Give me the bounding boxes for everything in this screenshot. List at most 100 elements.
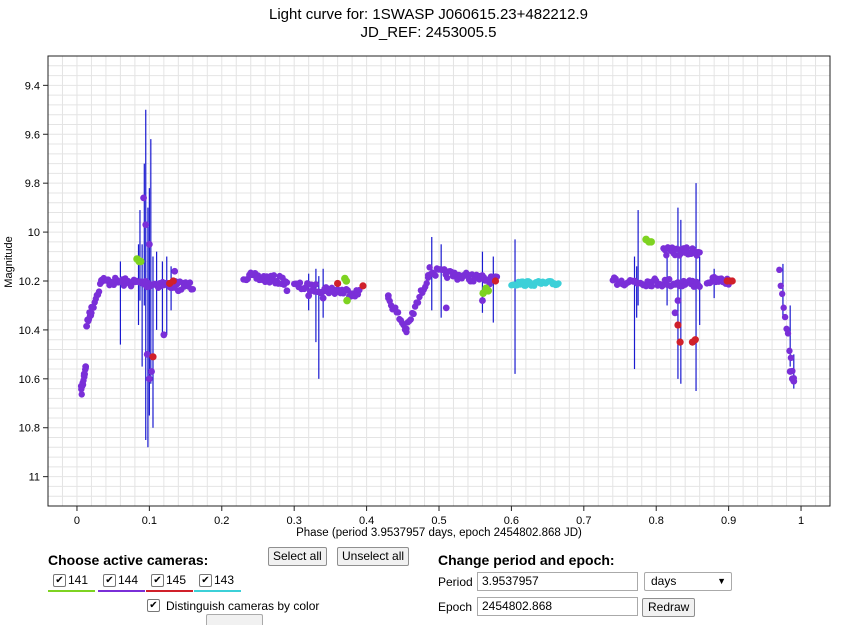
- data-point-camera-144: [319, 294, 327, 302]
- data-point-camera-144: [479, 297, 486, 304]
- data-point-camera-144: [407, 316, 414, 323]
- data-point-camera-144: [696, 249, 703, 256]
- data-point-camera-144: [283, 279, 291, 286]
- camera-143-toggle[interactable]: ✔ 143: [194, 572, 241, 592]
- data-point-camera-141: [342, 277, 351, 285]
- data-point-camera-144: [88, 309, 95, 317]
- data-point-camera-145: [149, 353, 157, 361]
- data-point-camera-145: [359, 282, 367, 290]
- x-tick-label: 1: [798, 515, 804, 527]
- dropdown-arrow-icon: ▼: [717, 576, 726, 586]
- data-point-camera-144: [414, 299, 422, 306]
- data-point-camera-144: [410, 310, 417, 318]
- data-point-camera-143: [555, 280, 562, 287]
- data-point-camera-144: [186, 279, 194, 286]
- chart-title: Light curve for: 1SWASP J060615.23+48221…: [269, 6, 588, 23]
- data-point-camera-144: [631, 277, 638, 285]
- data-point-camera-144: [666, 276, 673, 283]
- data-point-camera-144: [90, 304, 97, 311]
- data-point-camera-144: [312, 281, 320, 288]
- data-point-camera-144: [648, 282, 656, 290]
- camera-143-checkbox[interactable]: ✔: [199, 574, 212, 587]
- redraw-button[interactable]: Redraw: [642, 598, 696, 617]
- data-point-camera-144: [283, 287, 291, 295]
- epoch-input[interactable]: 2454802.868: [477, 597, 638, 616]
- y-tick-label: 9.8: [25, 178, 40, 190]
- camera-144-label: 144: [118, 573, 139, 587]
- y-tick-label: 9.6: [25, 129, 40, 141]
- camera-144-color-swatch: [98, 590, 145, 592]
- epoch-label: Epoch: [438, 600, 473, 614]
- distinguish-cameras-label: Distinguish cameras by color: [166, 599, 320, 613]
- data-point-camera-141: [136, 257, 145, 266]
- data-point-camera-144: [143, 350, 151, 358]
- camera-143-label: 143: [214, 573, 235, 587]
- data-point-camera-145: [491, 277, 500, 285]
- y-tick-label: 10: [28, 227, 40, 239]
- partial-button[interactable]: [206, 614, 263, 625]
- data-point-camera-145: [334, 279, 342, 288]
- x-tick-label: 0.7: [576, 515, 591, 527]
- x-tick-label: 0.2: [214, 515, 229, 527]
- camera-141-color-swatch: [48, 590, 95, 592]
- data-point-camera-144: [787, 354, 795, 362]
- data-point-camera-141: [647, 238, 655, 246]
- data-point-camera-144: [612, 275, 619, 283]
- camera-144-toggle[interactable]: ✔ 144: [98, 572, 145, 592]
- unselect-all-button[interactable]: Unselect all: [337, 547, 410, 566]
- data-point-camera-144: [142, 221, 150, 229]
- data-series: [77, 194, 798, 398]
- data-point-camera-144: [305, 292, 313, 300]
- camera-145-label: 145: [166, 573, 187, 587]
- data-point-camera-141: [343, 296, 351, 305]
- data-point-camera-144: [80, 370, 88, 378]
- x-axis-label: Phase (period 3.9537957 days, epoch 2454…: [296, 527, 582, 539]
- data-point-camera-144: [443, 274, 451, 281]
- data-point-camera-144: [189, 285, 197, 293]
- data-point-camera-144: [442, 304, 450, 312]
- data-point-camera-145: [691, 336, 699, 344]
- camera-145-color-swatch: [146, 590, 193, 592]
- x-tick-label: 0.4: [359, 515, 374, 527]
- camera-141-toggle[interactable]: ✔ 141: [48, 572, 95, 592]
- data-point-camera-144: [83, 323, 91, 330]
- select-all-button[interactable]: Select all: [268, 547, 327, 566]
- y-tick-label: 10.6: [19, 374, 40, 386]
- x-tick-label: 0: [74, 515, 80, 527]
- data-point-camera-144: [145, 240, 153, 248]
- x-tick-label: 0.8: [649, 515, 664, 527]
- period-epoch-title: Change period and epoch:: [438, 552, 615, 568]
- data-point-camera-141: [484, 286, 493, 295]
- camera-141-label: 141: [68, 573, 89, 587]
- data-point-camera-144: [779, 290, 786, 298]
- data-point-camera-144: [671, 309, 679, 317]
- x-tick-label: 0.6: [504, 515, 519, 527]
- data-point-camera-144: [786, 368, 794, 375]
- period-units-select[interactable]: days ▼: [644, 572, 732, 591]
- camera-145-checkbox[interactable]: ✔: [151, 574, 164, 587]
- x-axis: 0 0.1 0.2 0.3 0.4 0.5 0.6 0.7 0.8 0.9 1: [74, 506, 804, 527]
- x-tick-label: 0.5: [431, 515, 446, 527]
- data-point-camera-144: [171, 267, 179, 275]
- data-point-camera-144: [77, 382, 85, 390]
- camera-145-toggle[interactable]: ✔ 145: [146, 572, 193, 592]
- x-tick-label: 0.1: [142, 515, 157, 527]
- data-point-camera-144: [777, 282, 784, 290]
- camera-143-color-swatch: [194, 590, 241, 592]
- data-point-camera-144: [784, 330, 792, 337]
- data-point-camera-145: [674, 321, 682, 329]
- data-point-camera-144: [683, 244, 690, 251]
- period-input[interactable]: 3.9537957: [477, 572, 638, 591]
- y-axis-label: Magnitude: [3, 236, 15, 287]
- camera-144-checkbox[interactable]: ✔: [103, 574, 116, 587]
- cameras-title: Choose active cameras:: [48, 552, 209, 568]
- data-point-camera-144: [296, 279, 304, 286]
- light-curve-plot: 0 0.1 0.2 0.3 0.4 0.5 0.6 0.7 0.8 0.9 1 9.4 9.6 9.8 1…: [3, 55, 831, 527]
- data-point-camera-144: [95, 288, 103, 295]
- data-point-camera-144: [432, 272, 439, 279]
- data-point-camera-144: [426, 264, 433, 271]
- data-point-camera-144: [394, 309, 402, 316]
- data-point-camera-144: [145, 375, 153, 383]
- distinguish-cameras-checkbox[interactable]: ✔: [147, 599, 160, 612]
- camera-141-checkbox[interactable]: ✔: [53, 574, 66, 587]
